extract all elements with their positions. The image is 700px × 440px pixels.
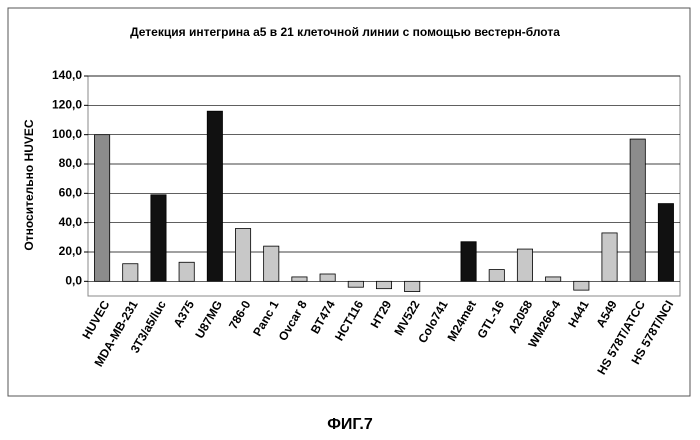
figure-caption: ФИГ.7 bbox=[327, 416, 373, 433]
bar bbox=[489, 270, 504, 282]
bar bbox=[546, 277, 561, 281]
y-tick-label: 80,0 bbox=[59, 156, 83, 170]
bar bbox=[348, 281, 363, 287]
y-tick-label: 140,0 bbox=[52, 68, 82, 82]
bar bbox=[376, 281, 391, 288]
bar bbox=[94, 135, 109, 282]
bar bbox=[264, 246, 279, 281]
bar bbox=[630, 139, 645, 281]
bar bbox=[235, 229, 250, 282]
y-tick-label: 40,0 bbox=[59, 215, 83, 229]
bar bbox=[151, 195, 166, 282]
bar bbox=[461, 242, 476, 282]
y-tick-label: 20,0 bbox=[59, 244, 83, 258]
plot-area bbox=[88, 76, 680, 296]
y-tick-label: 60,0 bbox=[59, 186, 83, 200]
bar bbox=[602, 233, 617, 281]
y-tick-label: 100,0 bbox=[52, 127, 82, 141]
y-tick-label: 0,0 bbox=[65, 274, 82, 288]
bar bbox=[574, 281, 589, 290]
bar bbox=[292, 277, 307, 281]
bar bbox=[207, 111, 222, 281]
bar bbox=[405, 281, 420, 291]
chart-title: Детекция интегрина а5 в 21 клеточной лин… bbox=[130, 25, 560, 39]
bar bbox=[179, 262, 194, 281]
chart: Детекция интегрина а5 в 21 клеточной лин… bbox=[0, 0, 700, 440]
bar bbox=[517, 249, 532, 281]
y-axis-label: Относительно HUVEC bbox=[22, 119, 36, 250]
bar bbox=[320, 274, 335, 281]
bar bbox=[658, 204, 673, 282]
y-tick-label: 120,0 bbox=[52, 98, 82, 112]
bar bbox=[123, 264, 138, 282]
